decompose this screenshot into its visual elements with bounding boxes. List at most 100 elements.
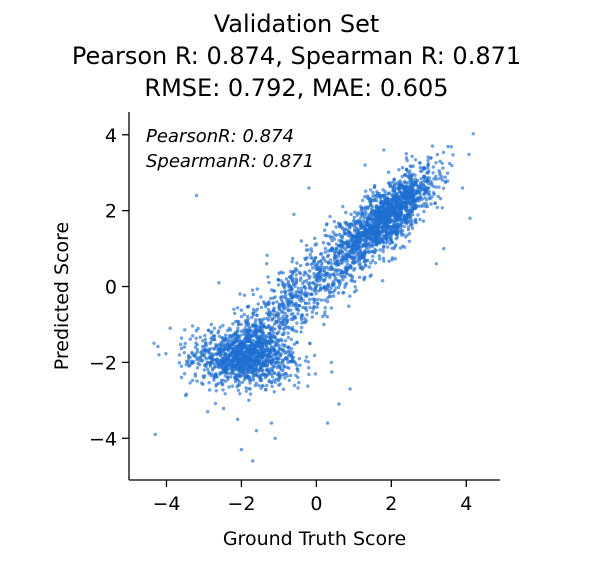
data-point [241, 340, 245, 344]
data-point [188, 381, 192, 385]
data-point [429, 183, 433, 187]
data-point [325, 222, 329, 226]
data-point [338, 222, 342, 226]
data-point [278, 353, 282, 358]
data-point [443, 175, 447, 179]
data-point [397, 187, 401, 192]
data-point [186, 361, 190, 365]
data-point [370, 250, 374, 254]
data-point [405, 170, 410, 174]
data-point [403, 218, 408, 222]
data-point [191, 334, 195, 338]
data-point [257, 339, 261, 343]
data-point [374, 205, 378, 209]
data-point [283, 290, 287, 294]
data-point [434, 177, 439, 181]
data-point [297, 380, 301, 385]
x-tick-label: −4 [152, 493, 180, 515]
data-point [434, 185, 438, 189]
data-point [375, 195, 379, 200]
data-point [337, 285, 341, 290]
data-point [291, 312, 295, 316]
data-point [284, 371, 288, 376]
data-point [303, 359, 308, 363]
data-point [223, 392, 227, 396]
data-point [389, 204, 394, 208]
data-point [197, 358, 202, 363]
data-point [267, 302, 271, 306]
data-point [361, 253, 365, 257]
data-point [254, 429, 259, 433]
data-point [266, 308, 271, 312]
data-point [331, 282, 335, 287]
data-point [405, 158, 409, 163]
data-point [152, 341, 156, 345]
data-point [243, 345, 247, 349]
data-point [212, 362, 217, 366]
data-point [408, 197, 412, 201]
data-point [348, 254, 352, 259]
data-point [340, 275, 344, 279]
data-point [296, 375, 300, 380]
data-point [352, 234, 356, 238]
data-point [382, 212, 386, 217]
data-point [273, 436, 277, 440]
data-point [224, 379, 228, 383]
data-point [190, 351, 195, 356]
data-point [268, 342, 272, 346]
data-point [309, 262, 313, 267]
data-point [207, 351, 211, 355]
data-point [397, 201, 401, 206]
data-point [208, 388, 212, 392]
data-point [252, 351, 256, 355]
data-point [285, 314, 289, 318]
data-point [269, 335, 273, 340]
data-point [349, 248, 354, 252]
data-point [225, 328, 230, 333]
data-point [312, 259, 317, 263]
data-point [241, 371, 246, 375]
data-point [293, 284, 297, 288]
data-point [206, 360, 210, 365]
data-point [402, 186, 406, 190]
data-point [261, 331, 266, 336]
data-point [348, 387, 352, 391]
data-point [221, 388, 225, 392]
data-point [271, 296, 276, 300]
data-point [394, 205, 399, 210]
data-point [233, 319, 238, 324]
data-point [334, 254, 338, 258]
data-point [209, 336, 213, 340]
data-point [270, 375, 275, 379]
data-point [179, 342, 183, 347]
data-point [272, 371, 276, 375]
data-point [206, 410, 210, 414]
data-point [239, 314, 244, 319]
data-point [179, 336, 184, 340]
data-point [400, 229, 405, 233]
data-point [396, 214, 400, 218]
data-point [202, 375, 206, 380]
data-point [413, 218, 418, 223]
data-point [426, 181, 431, 186]
data-point [348, 226, 352, 230]
data-point [325, 421, 330, 425]
data-point [247, 304, 251, 308]
data-point [319, 258, 323, 263]
data-point [352, 243, 356, 247]
data-point [467, 152, 471, 157]
data-point [438, 159, 442, 163]
data-point [239, 369, 243, 373]
data-point [332, 274, 337, 278]
data-point [282, 318, 286, 322]
data-point [265, 253, 269, 257]
data-point [367, 226, 371, 231]
data-point [432, 192, 436, 196]
data-point [229, 334, 233, 339]
data-point [231, 339, 235, 343]
data-point [352, 261, 356, 265]
data-point [239, 346, 243, 351]
data-point [286, 335, 291, 340]
data-point [357, 275, 362, 279]
data-point [212, 347, 217, 351]
